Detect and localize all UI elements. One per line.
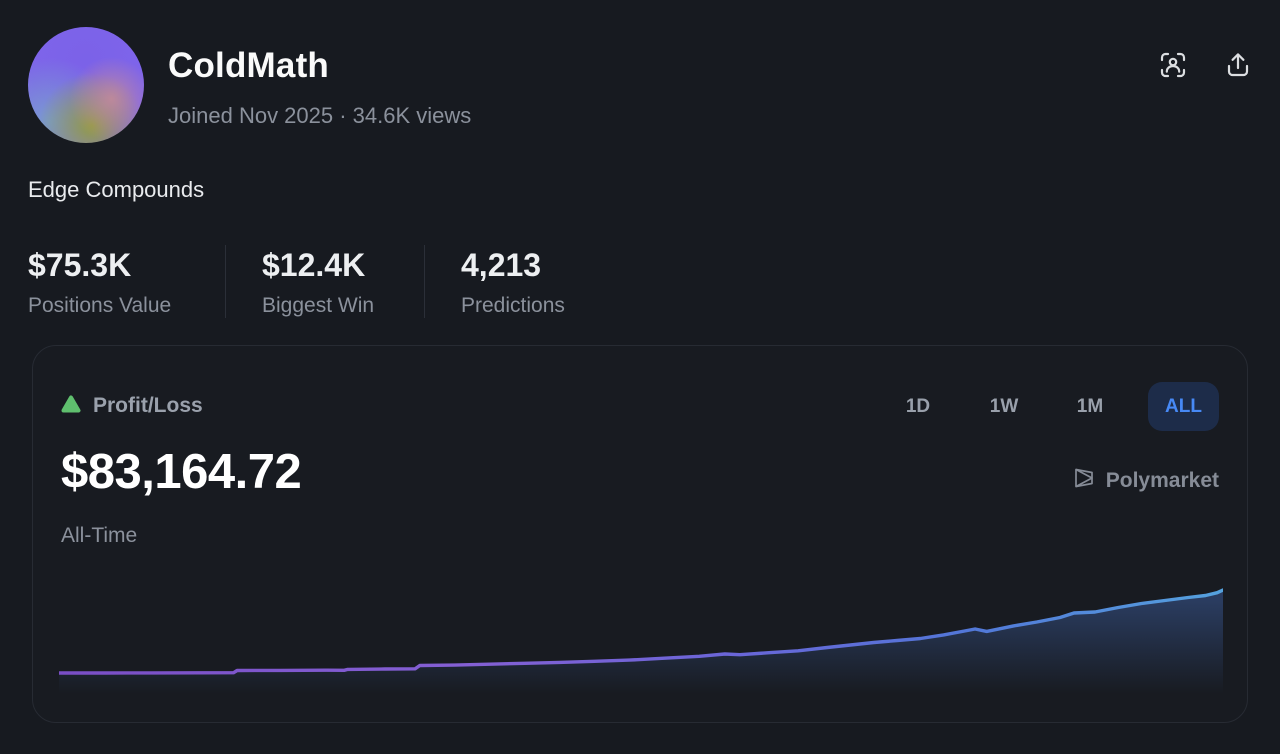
pnl-value: $83,164.72 bbox=[61, 445, 302, 499]
person-scan-button[interactable] bbox=[1159, 51, 1187, 79]
share-upload-icon bbox=[1224, 51, 1252, 79]
pnl-label: Profit/Loss bbox=[93, 394, 203, 417]
pnl-chart[interactable] bbox=[59, 571, 1223, 701]
profile-header-text: ColdMath Joined Nov 2025 · 34.6K views bbox=[168, 42, 1159, 129]
stat-label: Biggest Win bbox=[262, 294, 375, 317]
stat-positions-value: $75.3K Positions Value bbox=[28, 245, 226, 318]
stats-row: $75.3K Positions Value $12.4K Biggest Wi… bbox=[28, 245, 565, 318]
timeframe-all-button[interactable]: ALL bbox=[1148, 382, 1219, 431]
polymarket-logo-icon bbox=[1072, 466, 1096, 495]
stat-value: $75.3K bbox=[28, 247, 132, 283]
pnl-area-fill bbox=[59, 590, 1223, 699]
pnl-header: Profit/Loss bbox=[61, 394, 203, 418]
timeframe-selector: 1D 1W 1M ALL bbox=[890, 382, 1219, 431]
stat-biggest-win: $12.4K Biggest Win bbox=[262, 245, 425, 318]
up-triangle-icon bbox=[61, 395, 81, 418]
avatar bbox=[28, 27, 144, 143]
stat-value: 4,213 bbox=[461, 247, 542, 283]
timeframe-1m-button[interactable]: 1M bbox=[1062, 382, 1118, 431]
pnl-line bbox=[59, 588, 1223, 675]
profile-bio: Edge Compounds bbox=[28, 177, 205, 202]
stat-label: Predictions bbox=[461, 294, 565, 317]
person-scan-icon bbox=[1159, 51, 1187, 79]
pnl-chart-svg bbox=[59, 588, 1223, 699]
polymarket-watermark: Polymarket bbox=[1072, 466, 1219, 495]
pnl-card: Profit/Loss 1D 1W 1M ALL $83,164.72 Poly… bbox=[32, 345, 1248, 723]
stat-predictions: 4,213 Predictions bbox=[461, 245, 565, 318]
share-button[interactable] bbox=[1224, 51, 1252, 79]
profile-name: ColdMath bbox=[168, 45, 330, 85]
timeframe-1w-button[interactable]: 1W bbox=[976, 382, 1032, 431]
profile-header: ColdMath Joined Nov 2025 · 34.6K views bbox=[28, 27, 1252, 143]
profile-meta: Joined Nov 2025 · 34.6K views bbox=[168, 102, 472, 128]
pnl-period-label: All-Time bbox=[61, 524, 138, 547]
timeframe-1d-button[interactable]: 1D bbox=[890, 382, 946, 431]
header-actions bbox=[1159, 51, 1252, 79]
polymarket-watermark-text: Polymarket bbox=[1105, 468, 1219, 492]
stat-label: Positions Value bbox=[28, 294, 172, 317]
stat-value: $12.4K bbox=[262, 247, 366, 283]
